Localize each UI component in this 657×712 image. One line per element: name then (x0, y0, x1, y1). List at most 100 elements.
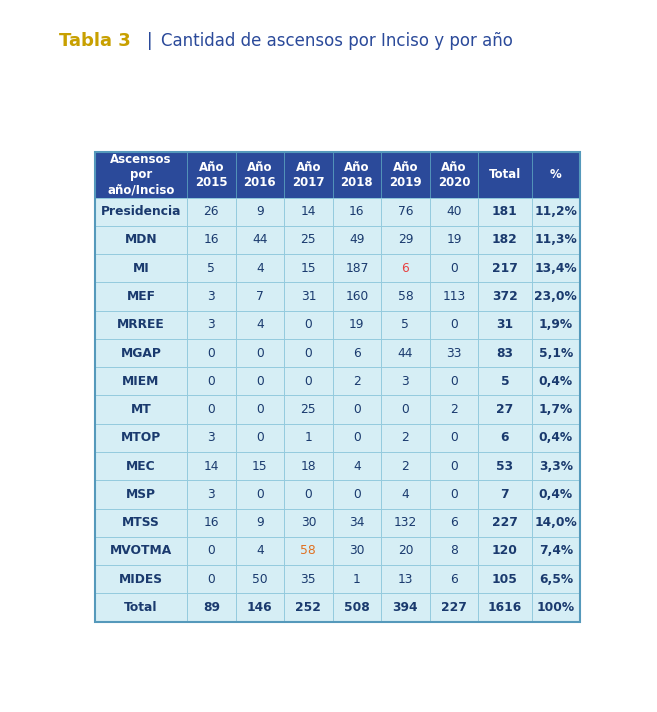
Text: 49: 49 (349, 234, 365, 246)
Text: 11,3%: 11,3% (534, 234, 578, 246)
Text: 0: 0 (353, 488, 361, 501)
Text: 14: 14 (204, 460, 219, 473)
Bar (478, 508, 532, 537)
Text: 30: 30 (301, 516, 316, 529)
Bar (381, 565, 430, 593)
Text: 0: 0 (353, 403, 361, 416)
Text: 120: 120 (492, 545, 518, 557)
Bar (95, 283, 187, 310)
Text: 29: 29 (397, 234, 413, 246)
Text: 0: 0 (208, 347, 215, 360)
Text: 5: 5 (401, 318, 409, 331)
Bar (187, 452, 236, 481)
Bar (532, 481, 580, 508)
Bar (332, 152, 381, 197)
Bar (332, 197, 381, 226)
Bar (236, 395, 284, 424)
Text: 83: 83 (497, 347, 513, 360)
Text: 508: 508 (344, 601, 370, 614)
Text: 2: 2 (401, 460, 409, 473)
Bar (95, 226, 187, 254)
Text: 132: 132 (394, 516, 417, 529)
Bar (187, 395, 236, 424)
Text: 35: 35 (300, 572, 316, 586)
Text: 2: 2 (353, 375, 361, 388)
Text: 0,4%: 0,4% (539, 375, 573, 388)
Text: 187: 187 (345, 262, 369, 275)
Bar (381, 481, 430, 508)
Bar (381, 424, 430, 452)
Text: 0: 0 (450, 318, 458, 331)
Text: 2: 2 (450, 403, 458, 416)
Text: MRREE: MRREE (117, 318, 165, 331)
Bar (284, 339, 332, 367)
Bar (532, 537, 580, 565)
Bar (236, 339, 284, 367)
Bar (187, 226, 236, 254)
Text: MTOP: MTOP (121, 431, 161, 444)
Bar (236, 508, 284, 537)
Text: 26: 26 (204, 205, 219, 218)
Text: 6: 6 (353, 347, 361, 360)
Text: 25: 25 (300, 403, 316, 416)
Text: 11,2%: 11,2% (534, 205, 578, 218)
Bar (532, 593, 580, 622)
Text: 15: 15 (300, 262, 316, 275)
Text: Año
2020: Año 2020 (438, 161, 470, 189)
Text: 30: 30 (349, 545, 365, 557)
Text: 18: 18 (300, 460, 316, 473)
Bar (478, 254, 532, 283)
Text: 14,0%: 14,0% (534, 516, 578, 529)
Text: MDN: MDN (125, 234, 157, 246)
Bar (478, 481, 532, 508)
Bar (236, 152, 284, 197)
Bar (430, 481, 478, 508)
Bar (532, 310, 580, 339)
Text: 13,4%: 13,4% (535, 262, 577, 275)
Text: 252: 252 (296, 601, 321, 614)
Text: Cantidad de ascensos por Inciso y por año: Cantidad de ascensos por Inciso y por añ… (161, 32, 513, 50)
Text: 3: 3 (208, 431, 215, 444)
Text: Año
2017: Año 2017 (292, 161, 325, 189)
Bar (284, 537, 332, 565)
Bar (187, 481, 236, 508)
Bar (478, 593, 532, 622)
Text: 113: 113 (442, 290, 466, 303)
Text: MIDES: MIDES (119, 572, 163, 586)
Bar (95, 481, 187, 508)
Bar (430, 197, 478, 226)
Text: 217: 217 (492, 262, 518, 275)
Bar (284, 395, 332, 424)
Text: 105: 105 (492, 572, 518, 586)
Bar (381, 283, 430, 310)
Bar (532, 152, 580, 197)
Text: 0: 0 (450, 488, 458, 501)
Text: 44: 44 (397, 347, 413, 360)
Bar (332, 367, 381, 395)
Bar (478, 310, 532, 339)
Bar (187, 310, 236, 339)
Bar (95, 254, 187, 283)
Bar (532, 226, 580, 254)
Bar (478, 452, 532, 481)
Bar (236, 424, 284, 452)
Text: 1: 1 (304, 431, 312, 444)
Bar (532, 254, 580, 283)
Bar (332, 481, 381, 508)
Bar (187, 593, 236, 622)
Bar (332, 565, 381, 593)
Text: 100%: 100% (537, 601, 575, 614)
Text: 3,3%: 3,3% (539, 460, 573, 473)
Text: 76: 76 (397, 205, 413, 218)
Bar (430, 339, 478, 367)
Text: 0: 0 (256, 488, 263, 501)
Bar (532, 283, 580, 310)
Bar (332, 283, 381, 310)
Bar (187, 537, 236, 565)
Text: 31: 31 (301, 290, 316, 303)
Bar (430, 593, 478, 622)
Text: MTSS: MTSS (122, 516, 160, 529)
Text: Total: Total (124, 601, 158, 614)
Text: 31: 31 (496, 318, 514, 331)
Text: 33: 33 (446, 347, 462, 360)
